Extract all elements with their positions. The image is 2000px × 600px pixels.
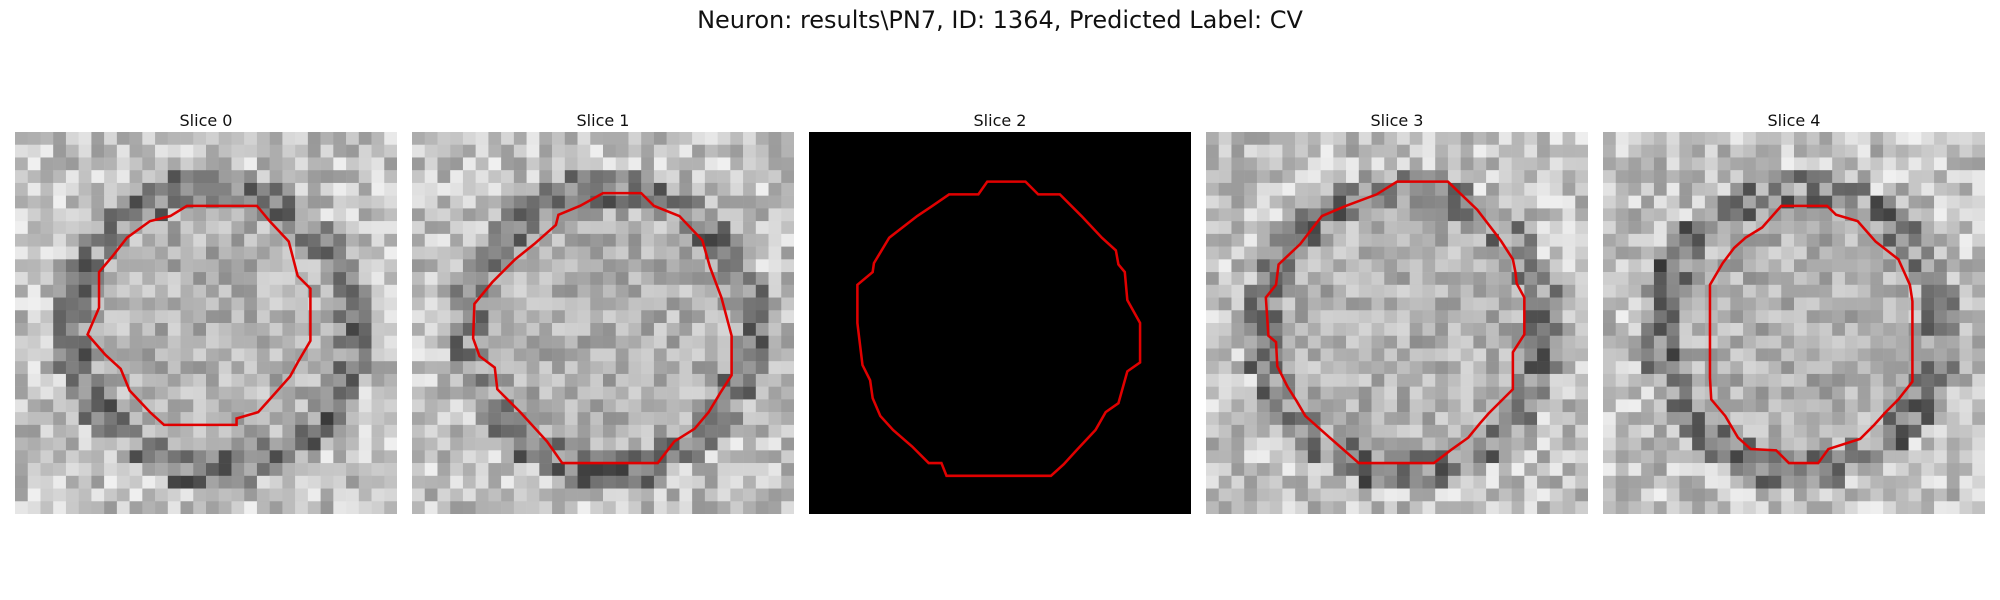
slice-title-3: Slice 3: [1370, 111, 1424, 130]
slice-title-2: Slice 2: [973, 111, 1027, 130]
figure-title: Neuron: results\PN7, ID: 1364, Predicted…: [697, 6, 1303, 34]
slice-image-1: [412, 132, 794, 514]
slice-panel-2: Slice 2: [809, 110, 1191, 514]
segmentation-contour: [1264, 180, 1526, 465]
segmentation-contour: [86, 204, 312, 427]
segmentation-contour: [1708, 204, 1914, 465]
slice-panel-3: Slice 3: [1206, 110, 1588, 514]
slice-panel-0: Slice 0: [15, 110, 397, 514]
slice-image-2: [809, 132, 1191, 514]
slice-image-4: [1603, 132, 1985, 514]
slice-title-1: Slice 1: [576, 111, 630, 130]
slice-panel-4: Slice 4: [1603, 110, 1985, 514]
slice-image-0: [15, 132, 397, 514]
segmentation-contour: [471, 191, 733, 465]
slice-image-3: [1206, 132, 1588, 514]
segmentation-contour: [856, 180, 1142, 478]
slice-panel-1: Slice 1: [412, 110, 794, 514]
slice-title-0: Slice 0: [179, 111, 233, 130]
slice-title-4: Slice 4: [1767, 111, 1821, 130]
